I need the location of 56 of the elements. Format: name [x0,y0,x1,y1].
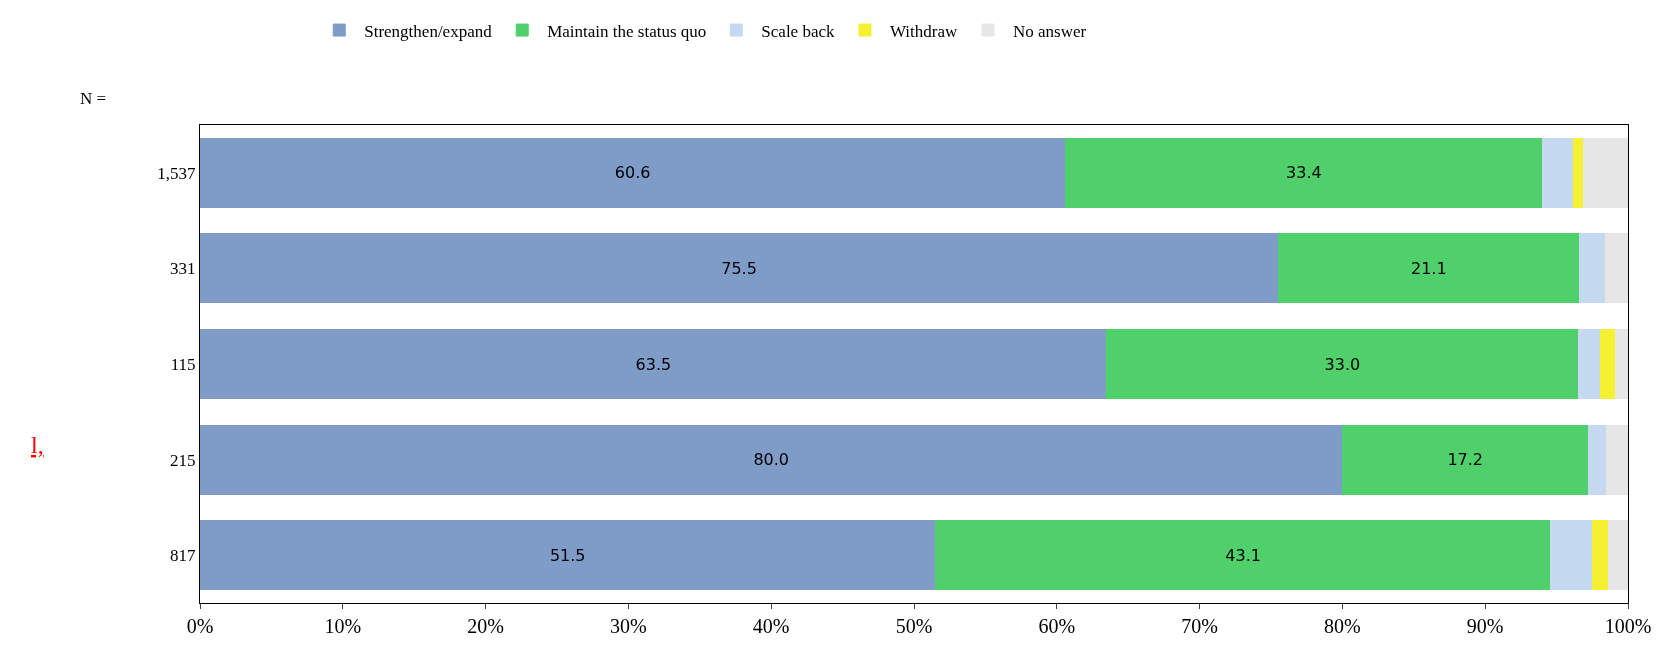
y-axis-title: N = [80,89,107,108]
x-tick-label: 40% [752,615,790,637]
bar [934,520,1552,591]
bar [1341,424,1589,495]
legend-label: Strengthen/expand [364,21,493,41]
data-label: 21.1 [1410,258,1447,278]
text: l, [31,432,44,458]
legend-label: Scale back [761,21,835,41]
bar [200,233,1279,304]
y-tick-label: 1,537 [157,163,197,183]
x-tick-label: 100% [1604,615,1652,637]
y-tick-label: 817 [170,546,197,566]
x-tick-label: 0% [186,615,214,637]
x-tick-label: 30% [610,615,647,637]
x-tick-label: 50% [895,615,933,637]
bar [1578,233,1606,304]
bar [1106,329,1579,399]
data-label: 33.4 [1286,163,1322,183]
y-tick-label: 331 [170,259,196,279]
data-label: 60.6 [614,163,651,183]
data-label: 51.5 [549,545,586,565]
legend-label: Maintain the status quo [547,21,707,41]
x-tick-label: 80% [1324,615,1361,637]
bar [1591,520,1609,591]
data-label: 17.2 [1447,450,1484,470]
bar [1064,137,1543,208]
bar [1600,329,1616,399]
bar [200,424,1343,495]
bar [1277,233,1580,304]
legend-label: No answer [1013,21,1087,41]
data-label: 43.1 [1225,545,1261,565]
bar [1583,137,1628,208]
bar [1606,424,1628,495]
y-tick-label: 215 [170,450,196,470]
data-label: 63.5 [635,354,672,374]
data-label: 33.0 [1324,354,1361,374]
bar [1614,329,1628,399]
x-tick-label: 70% [1181,615,1218,637]
x-tick-label: 20% [467,615,504,637]
y-tick-label: 115 [170,354,196,374]
bar [1541,137,1575,208]
legend-label: Withdraw [889,21,958,41]
x-tick-label: 90% [1466,615,1504,637]
bar [200,520,936,591]
data-label: 80.0 [753,450,790,470]
bar [1550,520,1593,591]
bar [1587,424,1608,495]
bar [200,137,1066,208]
bar [200,329,1108,399]
x-tick-label: 60% [1038,615,1076,637]
bar [1573,137,1585,208]
bar [1607,520,1628,591]
data-label: 75.5 [721,258,757,278]
x-tick-label: 10% [324,615,362,637]
bar [1577,329,1602,399]
bar [1604,233,1628,304]
